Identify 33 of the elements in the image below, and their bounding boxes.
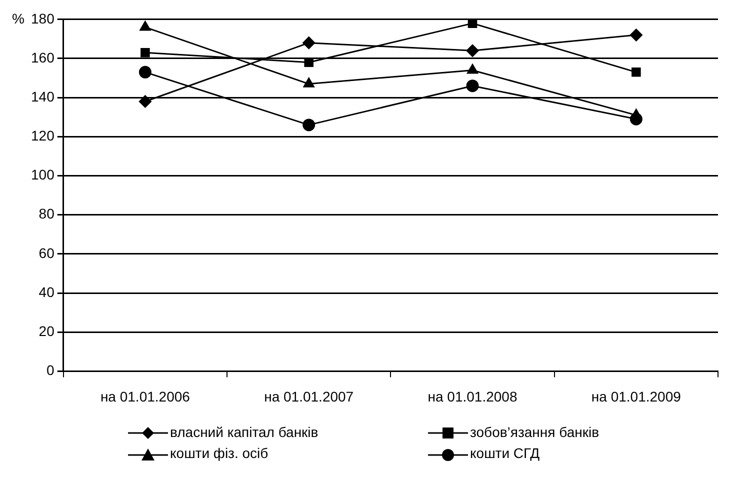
x-tick-label: на 01.01.2007	[264, 388, 354, 404]
point	[302, 36, 316, 50]
point	[140, 20, 151, 31]
y-tick-label: 120	[31, 128, 55, 144]
x-tick-label: на 01.01.2006	[100, 388, 190, 404]
x-tick-label: на 01.01.2008	[428, 388, 518, 404]
point	[138, 66, 152, 78]
point	[466, 80, 479, 92]
legend-label: кошти фіз. осіб	[169, 445, 270, 463]
point	[140, 48, 150, 58]
y-tick-label: 40	[38, 284, 55, 300]
legend-label: зобов’язання банків	[469, 424, 600, 442]
point	[302, 118, 316, 132]
point	[138, 95, 152, 108]
y-tick-label: 180	[31, 10, 55, 26]
y-tick-label: 100	[31, 166, 55, 183]
y-tick-label: 0	[46, 362, 55, 378]
point	[466, 64, 478, 74]
y-tick-label: 160	[31, 49, 55, 66]
point	[632, 68, 641, 77]
point	[630, 28, 642, 42]
legend-label: кошти СГД	[469, 445, 541, 463]
y-axis-title: %	[12, 10, 24, 26]
y-tick-label: 20	[38, 322, 55, 339]
y-tick-label: 60	[38, 244, 55, 261]
point	[303, 78, 314, 88]
legend-label: власний капітал банків	[169, 424, 320, 442]
point	[304, 58, 314, 68]
y-tick-label: 80	[38, 206, 55, 222]
x-tick-label: на 01.01.2009	[591, 388, 682, 404]
y-tick-label: 140	[31, 88, 55, 104]
point	[468, 19, 478, 28]
point	[466, 44, 479, 57]
